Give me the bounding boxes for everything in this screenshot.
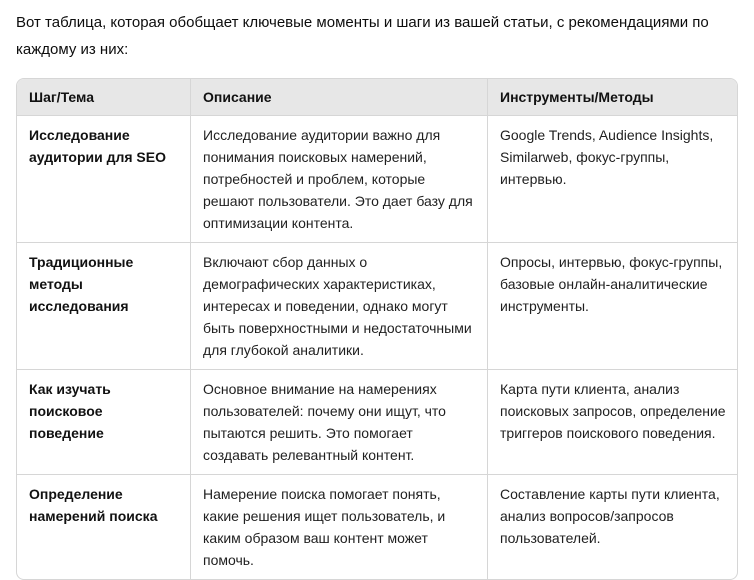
cell-description: Намерение поиска помогает понять, какие …	[190, 474, 488, 579]
cell-tools: Составление карты пути клиента, анализ в…	[487, 474, 737, 579]
cell-topic: Традиционные методы исследования	[17, 242, 191, 370]
summary-table: Шаг/Тема Описание Инструменты/Методы Исс…	[17, 79, 737, 579]
summary-table-container: Шаг/Тема Описание Инструменты/Методы Исс…	[16, 78, 738, 580]
table-body: Исследование аудитории для SEO Исследова…	[17, 115, 737, 579]
table-row: Определение намерений поиска Намерение п…	[17, 474, 737, 579]
cell-description: Исследование аудитории важно для пониман…	[190, 115, 488, 243]
cell-tools: Google Trends, Audience Insights, Simila…	[487, 115, 737, 243]
cell-tools: Карта пути клиента, анализ поисковых зап…	[487, 369, 737, 475]
cell-description: Включают сбор данных о демографических х…	[190, 242, 488, 370]
cell-topic: Как изучать поисковое поведение	[17, 369, 191, 475]
column-header-description: Описание	[190, 79, 488, 116]
cell-topic: Исследование аудитории для SEO	[17, 115, 191, 243]
header-row: Шаг/Тема Описание Инструменты/Методы	[17, 79, 737, 116]
intro-text: Вот таблица, которая обобщает ключевые м…	[16, 14, 709, 58]
cell-description: Основное внимание на намерениях пользова…	[190, 369, 488, 475]
table-row: Как изучать поисковое поведение Основное…	[17, 369, 737, 475]
table-row: Традиционные методы исследования Включаю…	[17, 242, 737, 370]
table-header: Шаг/Тема Описание Инструменты/Методы	[17, 79, 737, 116]
cell-topic: Определение намерений поиска	[17, 474, 191, 579]
column-header-step-topic: Шаг/Тема	[17, 79, 191, 116]
cell-tools: Опросы, интервью, фокус-группы, базовые …	[487, 242, 737, 370]
column-header-tools-methods: Инструменты/Методы	[487, 79, 737, 116]
table-row: Исследование аудитории для SEO Исследова…	[17, 115, 737, 243]
